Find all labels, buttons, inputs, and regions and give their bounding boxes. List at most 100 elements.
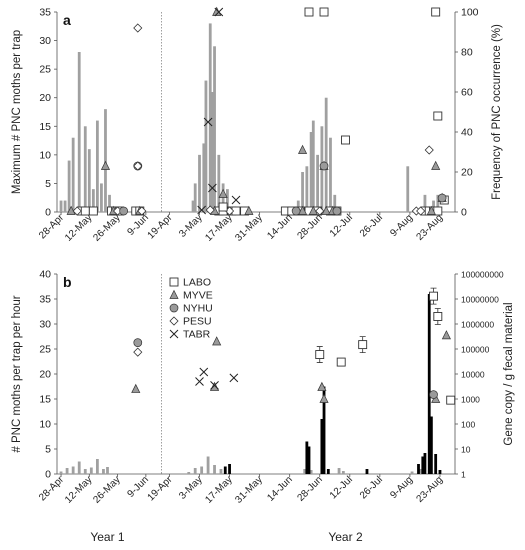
- species-marker-tabr: [203, 117, 213, 127]
- legend-label: LABO: [183, 277, 211, 289]
- bar: [434, 454, 438, 474]
- bar: [198, 154, 201, 212]
- y-tick-label-left: 30: [39, 319, 51, 331]
- bar: [307, 446, 311, 474]
- legend-marker: [169, 289, 179, 299]
- species-marker-myve: [431, 160, 441, 170]
- bar: [324, 97, 328, 212]
- baseline-marker: [244, 205, 254, 215]
- species-marker-tabr: [210, 381, 219, 390]
- panel-label: b: [63, 274, 72, 290]
- bar: [213, 465, 216, 474]
- species-marker-pesu: [205, 205, 215, 215]
- bar: [423, 453, 427, 474]
- bar: [337, 468, 341, 474]
- year-label: Year 2: [328, 530, 363, 544]
- legend-marker: [169, 316, 179, 326]
- x-tick-label: 28-Jun: [295, 212, 324, 241]
- x-tick-label: 28-Apr: [37, 212, 66, 241]
- bar: [322, 386, 326, 474]
- baseline-marker: [321, 205, 331, 215]
- x-tick-label: 3-May: [177, 474, 204, 501]
- bar: [410, 471, 414, 474]
- baseline-marker: [416, 206, 426, 216]
- bar: [419, 469, 423, 474]
- x-tick-label: 17-May: [203, 212, 234, 243]
- y-tick-label-right: 60: [461, 87, 473, 99]
- y-tick-label-right: 10: [461, 445, 471, 455]
- species-marker-myve: [319, 393, 329, 403]
- y-tick-label-left: 20: [39, 92, 51, 104]
- species-marker-myve: [218, 188, 228, 198]
- bar: [206, 456, 210, 474]
- baseline-marker: [332, 206, 342, 216]
- x-tick-label: 19-Apr: [146, 212, 175, 241]
- bar: [191, 200, 195, 212]
- species-marker-nyhu: [437, 193, 447, 203]
- x-tick-label: 31-May: [233, 212, 264, 243]
- y-tick-label-right: 1000: [461, 395, 480, 405]
- species-marker-pesu: [133, 23, 143, 33]
- y-tick-label-left: 15: [39, 121, 51, 133]
- species-marker-tabr: [199, 367, 209, 377]
- bar: [305, 166, 309, 212]
- y-axis-title-left: # PNC moths per trap per hour: [11, 295, 23, 452]
- panel-a: 0510152025303502040608010028-Apr12-May26…: [11, 7, 503, 244]
- bar: [296, 200, 300, 212]
- species-marker-myve: [212, 336, 222, 346]
- legend-marker: [169, 277, 179, 287]
- bar: [208, 23, 212, 212]
- y-tick-label-right: 1: [461, 470, 466, 480]
- bar: [59, 471, 63, 474]
- bar: [423, 194, 427, 212]
- bar: [309, 132, 313, 212]
- y-tick-label-left: 25: [39, 64, 51, 76]
- species-marker-nyhu: [429, 390, 438, 399]
- bar: [67, 160, 71, 212]
- bar: [108, 194, 111, 212]
- y-tick-label-left: 20: [39, 369, 51, 381]
- x-tick-label: 14-Jun: [265, 212, 294, 241]
- bar: [427, 294, 431, 474]
- bar: [417, 464, 420, 474]
- species-marker-tabr: [229, 373, 239, 383]
- species-marker-tabr: [208, 183, 217, 193]
- year-label: Year 1: [90, 530, 125, 544]
- x-tick-label: 19-Apr: [146, 474, 175, 503]
- legend-label: MYVE: [183, 290, 213, 302]
- y-tick-label-left: 10: [39, 419, 51, 431]
- bar: [77, 52, 81, 212]
- bar: [87, 149, 91, 212]
- species-marker-myve: [297, 144, 308, 154]
- bar: [301, 172, 304, 212]
- bar: [59, 200, 63, 212]
- x-tick-label: 26-May: [91, 474, 122, 505]
- x-tick-label: 12-May: [63, 474, 94, 505]
- bar: [71, 466, 75, 474]
- x-tick-label: 28-Apr: [37, 474, 66, 503]
- panel-label: a: [63, 12, 71, 28]
- baseline-marker: [137, 206, 147, 216]
- legend-marker: [169, 329, 179, 339]
- x-tick-label: 12-Jul: [328, 212, 355, 239]
- bar: [193, 468, 197, 474]
- bar: [65, 468, 69, 474]
- species-marker-labo: [304, 7, 314, 17]
- baseline-marker: [426, 205, 436, 215]
- species-marker-tabr: [195, 377, 204, 386]
- baseline-marker: [315, 206, 325, 216]
- bar: [341, 471, 345, 474]
- species-marker-tabr: [197, 205, 207, 215]
- x-tick-label: 17-May: [203, 474, 234, 505]
- bar: [326, 469, 330, 474]
- y-tick-label-left: 15: [39, 394, 51, 406]
- bar: [202, 143, 206, 212]
- x-tick-label: 28-Jun: [295, 474, 324, 503]
- y-tick-label-right: 1000000: [461, 320, 494, 330]
- species-marker-labo: [336, 357, 346, 367]
- bar: [104, 109, 107, 212]
- y-tick-label-left: 0: [45, 207, 51, 219]
- x-tick-label: 9-Aug: [388, 212, 415, 239]
- bar: [193, 183, 197, 212]
- species-marker-labo: [431, 7, 441, 17]
